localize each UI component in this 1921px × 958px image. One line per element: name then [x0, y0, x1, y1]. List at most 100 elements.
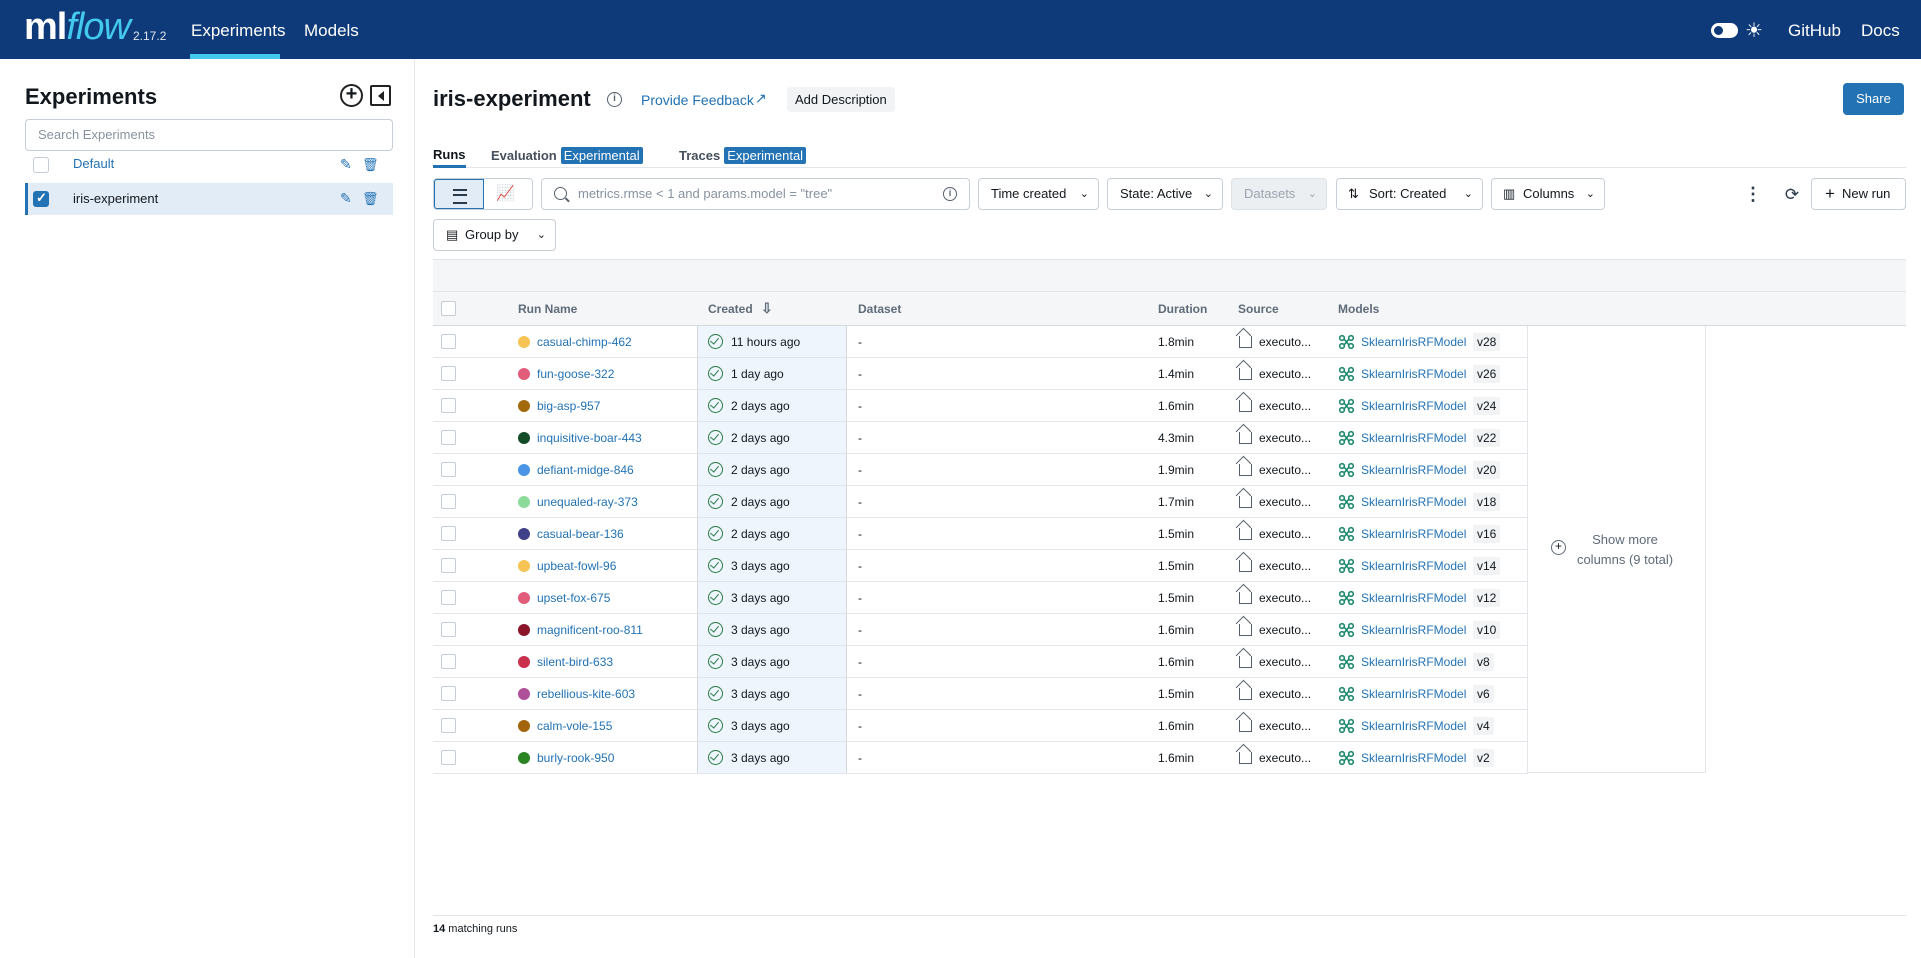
model-link[interactable]: SklearnIrisRFModel: [1361, 399, 1467, 413]
tab-traces[interactable]: Traces Experimental: [679, 147, 807, 164]
info-icon[interactable]: i: [943, 187, 957, 201]
column-header-dataset[interactable]: Dataset: [858, 302, 902, 316]
provide-feedback-link[interactable]: Provide Feedback: [641, 92, 754, 108]
tab-evaluation[interactable]: Evaluation Experimental: [491, 147, 643, 164]
chart-view-icon[interactable]: 📈: [496, 185, 515, 202]
row-checkbox[interactable]: [441, 430, 456, 445]
source-value[interactable]: executo...: [1259, 431, 1312, 445]
run-name-link[interactable]: big-asp-957: [537, 399, 601, 413]
run-name-link[interactable]: burly-rook-950: [537, 751, 615, 765]
more-options-icon[interactable]: ⋮: [1744, 184, 1762, 204]
row-checkbox[interactable]: [441, 366, 456, 381]
model-link[interactable]: SklearnIrisRFModel: [1361, 655, 1467, 669]
experiment-item-iris-experiment[interactable]: iris-experiment ✎ 🗑: [25, 183, 393, 215]
run-name-link[interactable]: upset-fox-675: [537, 591, 611, 605]
row-checkbox[interactable]: [441, 334, 456, 349]
source-value[interactable]: executo...: [1259, 399, 1312, 413]
run-name-link[interactable]: casual-bear-136: [537, 527, 624, 541]
trash-icon[interactable]: 🗑: [362, 191, 379, 206]
column-header-source[interactable]: Source: [1238, 302, 1279, 316]
model-link[interactable]: SklearnIrisRFModel: [1361, 367, 1467, 381]
source-value[interactable]: executo...: [1259, 719, 1312, 733]
run-color-dot[interactable]: [518, 720, 530, 732]
run-color-dot[interactable]: [518, 464, 530, 476]
refresh-icon[interactable]: ⟳: [1784, 185, 1800, 204]
sort-dropdown[interactable]: ⇅ Sort: Created ⌄: [1336, 178, 1483, 210]
model-link[interactable]: SklearnIrisRFModel: [1361, 527, 1467, 541]
model-link[interactable]: SklearnIrisRFModel: [1361, 559, 1467, 573]
row-checkbox[interactable]: [441, 686, 456, 701]
experiment-item-default[interactable]: Default ✎ 🗑: [25, 149, 393, 181]
source-value[interactable]: executo...: [1259, 495, 1312, 509]
table-row[interactable]: silent-bird-633 3 days ago - 1.6min executo.…: [433, 646, 1528, 678]
model-link[interactable]: SklearnIrisRFModel: [1361, 463, 1467, 477]
nav-models[interactable]: Models: [304, 21, 359, 40]
run-color-dot[interactable]: [518, 592, 530, 604]
table-row[interactable]: upset-fox-675 3 days ago - 1.5min executo...…: [433, 582, 1528, 614]
row-checkbox[interactable]: [441, 750, 456, 765]
row-checkbox[interactable]: [441, 494, 456, 509]
run-color-dot[interactable]: [518, 336, 530, 348]
experiment-name[interactable]: Default: [73, 156, 115, 171]
run-name-link[interactable]: magnificent-roo-811: [537, 623, 643, 637]
datasets-dropdown[interactable]: Datasets ⌄: [1231, 178, 1327, 210]
source-value[interactable]: executo...: [1259, 463, 1312, 477]
experiment-checkbox[interactable]: [33, 157, 49, 173]
run-name-link[interactable]: fun-goose-322: [537, 367, 615, 381]
model-link[interactable]: SklearnIrisRFModel: [1361, 687, 1467, 701]
column-header-models[interactable]: Models: [1338, 302, 1380, 316]
column-header-created[interactable]: Created: [708, 302, 753, 316]
row-checkbox[interactable]: [441, 462, 456, 477]
model-link[interactable]: SklearnIrisRFModel: [1361, 495, 1467, 509]
row-checkbox[interactable]: [441, 526, 456, 541]
nav-docs[interactable]: Docs: [1861, 21, 1900, 40]
add-experiment-button[interactable]: +: [340, 84, 363, 107]
run-color-dot[interactable]: [518, 656, 530, 668]
columns-dropdown[interactable]: ▥ Columns ⌄: [1491, 178, 1605, 210]
model-link[interactable]: SklearnIrisRFModel: [1361, 623, 1467, 637]
experiment-name[interactable]: iris-experiment: [73, 191, 159, 206]
table-row[interactable]: unequaled-ray-373 2 days ago - 1.7min execut…: [433, 486, 1528, 518]
table-row[interactable]: magnificent-roo-811 3 days ago - 1.6min exec…: [433, 614, 1528, 646]
run-name-link[interactable]: upbeat-fowl-96: [537, 559, 617, 573]
source-value[interactable]: executo...: [1259, 623, 1312, 637]
model-link[interactable]: SklearnIrisRFModel: [1361, 751, 1467, 765]
source-value[interactable]: executo...: [1259, 527, 1312, 541]
mlflow-logo[interactable]: mlflow: [24, 6, 131, 49]
pencil-icon[interactable]: ✎: [340, 190, 352, 206]
source-value[interactable]: executo...: [1259, 687, 1312, 701]
source-value[interactable]: executo...: [1259, 367, 1312, 381]
add-circle-icon[interactable]: +: [1551, 540, 1566, 555]
dark-mode-toggle[interactable]: [1711, 23, 1738, 38]
run-color-dot[interactable]: [518, 560, 530, 572]
row-checkbox[interactable]: [441, 622, 456, 637]
table-row[interactable]: inquisitive-boar-443 2 days ago - 4.3min exe…: [433, 422, 1528, 454]
run-name-link[interactable]: casual-chimp-462: [537, 335, 632, 349]
column-header-duration[interactable]: Duration: [1158, 302, 1208, 316]
trash-icon[interactable]: 🗑: [362, 157, 379, 172]
run-name-link[interactable]: unequaled-ray-373: [537, 495, 638, 509]
run-color-dot[interactable]: [518, 624, 530, 636]
share-button[interactable]: Share: [1843, 83, 1904, 115]
run-color-dot[interactable]: [518, 528, 530, 540]
run-color-dot[interactable]: [518, 752, 530, 764]
table-row[interactable]: calm-vole-155 3 days ago - 1.6min executo...…: [433, 710, 1528, 742]
experiment-checkbox[interactable]: [33, 190, 49, 207]
source-value[interactable]: executo...: [1259, 751, 1312, 765]
nav-github[interactable]: GitHub: [1788, 21, 1841, 40]
run-color-dot[interactable]: [518, 432, 530, 444]
info-icon[interactable]: i: [607, 92, 622, 107]
pencil-icon[interactable]: ✎: [340, 156, 352, 172]
state-dropdown[interactable]: State: Active ⌄: [1107, 178, 1223, 210]
run-color-dot[interactable]: [518, 496, 530, 508]
source-value[interactable]: executo...: [1259, 335, 1312, 349]
run-filter-input[interactable]: metrics.rmse < 1 and params.model = "tre…: [541, 178, 970, 210]
table-view-icon[interactable]: [434, 179, 484, 209]
table-row[interactable]: upbeat-fowl-96 3 days ago - 1.5min executo..…: [433, 550, 1528, 582]
search-experiments-input[interactable]: Search Experiments: [25, 119, 393, 151]
row-checkbox[interactable]: [441, 590, 456, 605]
run-color-dot[interactable]: [518, 400, 530, 412]
show-more-columns-button[interactable]: Show more columns (9 total): [1550, 530, 1700, 570]
source-value[interactable]: executo...: [1259, 591, 1312, 605]
select-all-checkbox[interactable]: [441, 301, 456, 316]
